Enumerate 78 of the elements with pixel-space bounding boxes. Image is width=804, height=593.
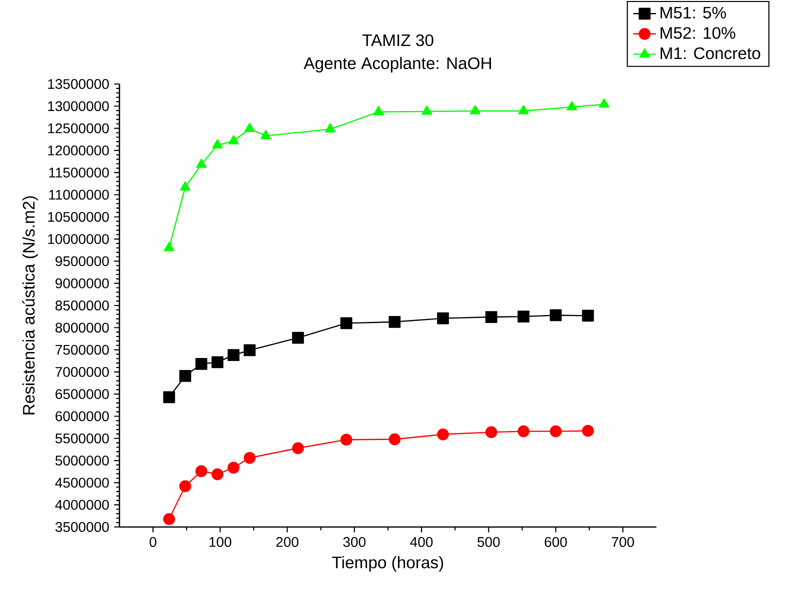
point xyxy=(164,242,174,252)
y-tick-label: 4500000 xyxy=(55,478,109,488)
point xyxy=(244,452,256,464)
point xyxy=(163,513,176,525)
point xyxy=(195,358,208,370)
x-tick-label: 200 xyxy=(276,537,298,547)
x-tick-label: 600 xyxy=(544,537,567,547)
point xyxy=(179,370,192,382)
point xyxy=(340,434,352,446)
point xyxy=(437,428,449,440)
chart-title: TAMIZ 30 xyxy=(362,34,434,46)
point xyxy=(163,391,176,404)
point xyxy=(244,344,256,356)
point xyxy=(195,465,208,478)
point xyxy=(292,332,304,344)
x-tick-label: 100 xyxy=(210,537,232,547)
y-tick-label: 4000000 xyxy=(55,500,109,510)
point xyxy=(228,349,240,362)
point xyxy=(212,356,224,368)
point xyxy=(485,426,498,438)
point xyxy=(244,122,255,132)
point xyxy=(388,433,401,446)
y-tick-label: 10500000 xyxy=(48,212,109,222)
x-tick-label: 300 xyxy=(343,537,366,547)
x-tick-label: 400 xyxy=(410,537,433,547)
point xyxy=(212,139,223,148)
x-tick-label: 700 xyxy=(612,537,634,547)
legend-label: M1: Concreto xyxy=(660,47,760,60)
point xyxy=(582,310,594,322)
point xyxy=(340,317,352,330)
point xyxy=(373,106,384,116)
point xyxy=(324,123,336,132)
y-tick-label: 10000000 xyxy=(48,234,109,244)
point xyxy=(212,468,224,480)
legend-label: M51: 5% xyxy=(660,6,726,19)
point xyxy=(292,442,304,454)
y-tick-label: 13500000 xyxy=(48,79,109,89)
y-tick-label: 3500000 xyxy=(55,522,109,532)
y-tick-label: 7500000 xyxy=(56,344,109,355)
point xyxy=(180,181,190,190)
y-axis-title: Resistencia acústica (N/s.m2) xyxy=(22,196,38,414)
y-tick-label: 8500000 xyxy=(56,300,109,310)
y-tick-label: 9000000 xyxy=(56,278,109,288)
point xyxy=(518,105,529,114)
point xyxy=(422,106,432,115)
point xyxy=(485,311,498,323)
x-tick-label: 0 xyxy=(150,537,156,547)
y-tick-label: 11500000 xyxy=(49,168,109,178)
y-tick-label: 11000000 xyxy=(49,190,109,200)
legend-label: M52: 10% xyxy=(660,27,736,39)
point xyxy=(518,425,530,438)
point xyxy=(582,424,594,437)
point xyxy=(598,98,610,108)
point xyxy=(566,101,578,110)
point xyxy=(228,135,239,144)
point xyxy=(388,316,401,328)
y-tick-label: 13000000 xyxy=(48,101,109,112)
y-tick-label: 9500000 xyxy=(56,256,109,266)
y-tick-label: 12500000 xyxy=(48,123,109,134)
point xyxy=(260,130,271,140)
point xyxy=(196,158,207,168)
y-tick-label: 7000000 xyxy=(56,366,109,377)
point xyxy=(228,462,240,474)
point xyxy=(550,425,562,438)
y-tick-label: 12000000 xyxy=(48,145,109,156)
y-tick-label: 6500000 xyxy=(56,389,109,400)
y-tick-label: 6000000 xyxy=(56,411,109,422)
point xyxy=(437,312,449,324)
point xyxy=(179,480,192,492)
point xyxy=(518,310,530,322)
chart-subtitle: Agente Acoplante: NaOH xyxy=(304,56,491,72)
y-tick-label: 8000000 xyxy=(56,322,109,333)
x-axis-title: Tiempo (horas) xyxy=(332,556,444,572)
y-tick-label: 5500000 xyxy=(55,433,109,444)
x-tick-label: 500 xyxy=(478,537,500,547)
point xyxy=(470,105,480,114)
y-tick-label: 5000000 xyxy=(55,456,109,466)
point xyxy=(550,309,562,322)
